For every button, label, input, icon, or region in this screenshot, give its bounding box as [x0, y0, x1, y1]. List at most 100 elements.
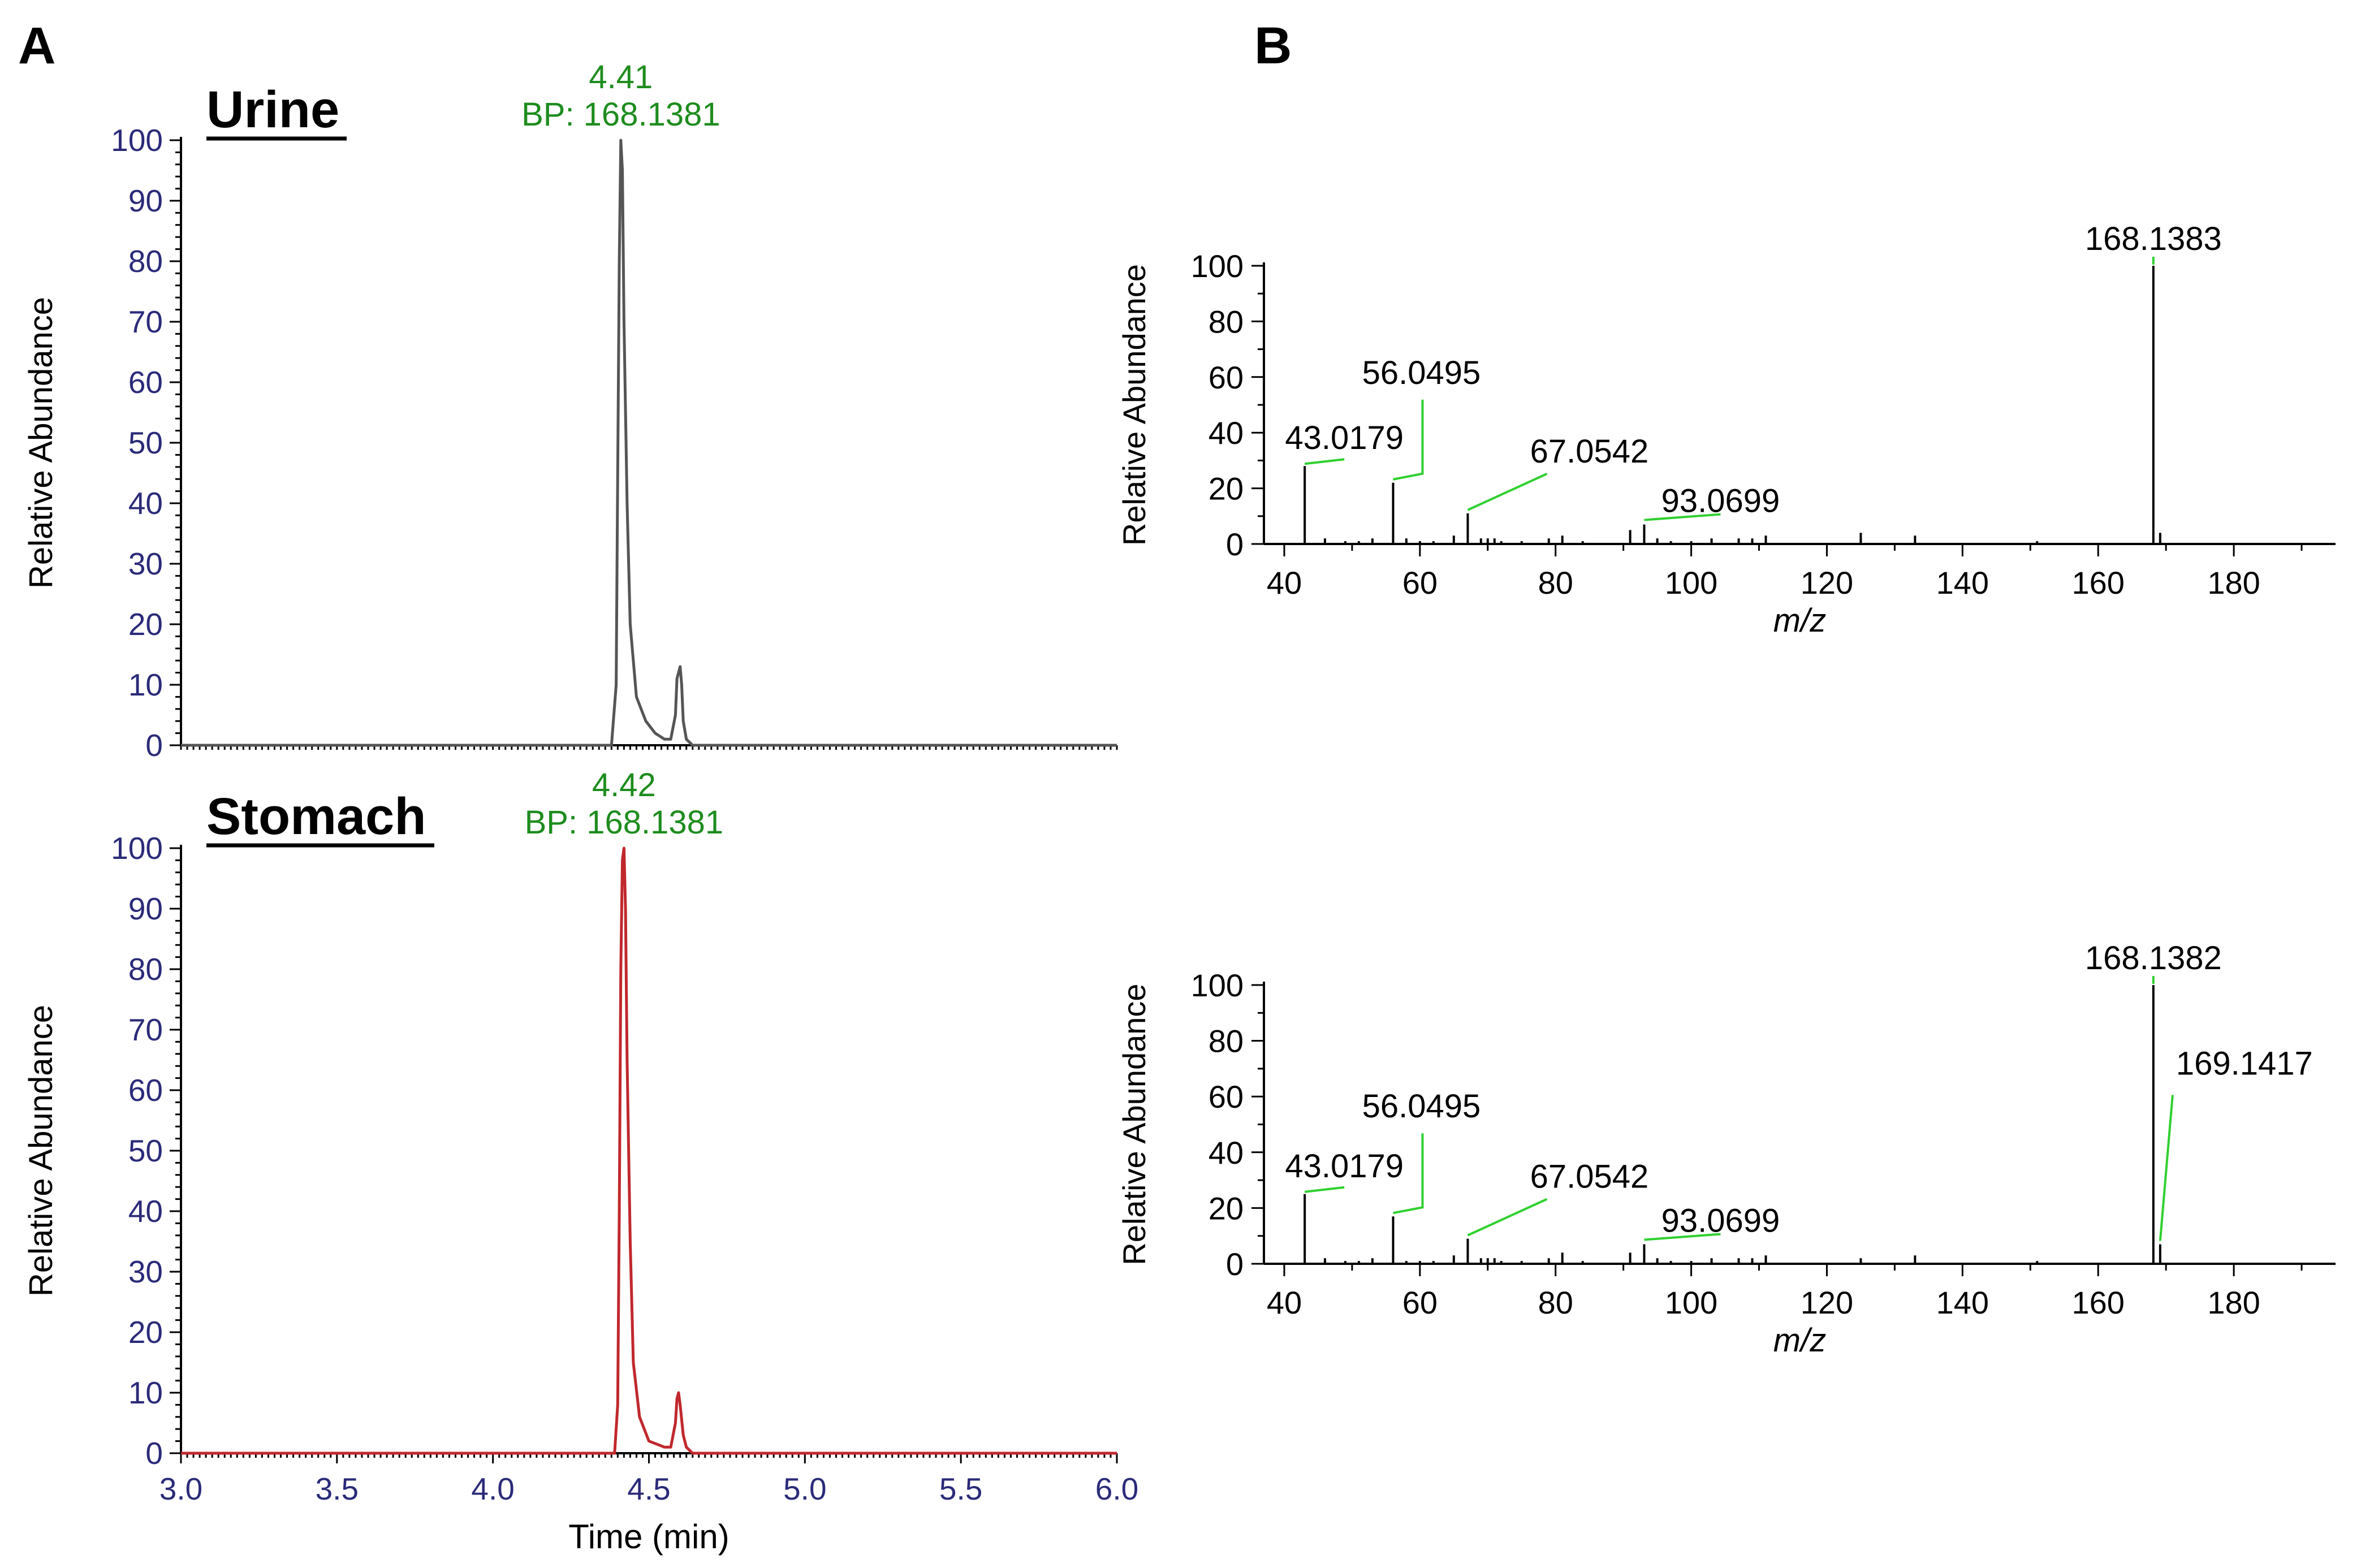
peak-label: 43.0179: [1285, 420, 1404, 456]
y-tick-label: 30: [128, 1254, 163, 1289]
y-tick-label: 40: [128, 486, 163, 521]
peak-retention-time: 4.41: [589, 59, 653, 96]
y-tick-label: 100: [111, 123, 163, 158]
y-tick-label: 100: [1191, 967, 1244, 1003]
peak-label-leader: [1393, 1133, 1424, 1215]
peak-label: 56.0495: [1362, 1088, 1481, 1125]
y-tick-label: 70: [128, 1012, 163, 1047]
y-tick-label: 90: [128, 183, 163, 218]
chrom-stomach: Stomach 0 10 20 30 40 50 60 70 80 90 100 Relative Ab…: [23, 767, 1138, 1556]
x-tick-label: 3.5: [316, 1471, 359, 1506]
chrom-urine: Urine 0 10 20 30 40 50 60 70 80 90 100 Relative Abun…: [23, 59, 1118, 763]
ms-urine: 0 20 40 60 80 100 Relative Abundance 40 60 80 100 1…: [1116, 221, 2336, 639]
x-axis-label: m/z: [1773, 1322, 1826, 1359]
sample-title: Stomach: [206, 788, 426, 845]
x-tick-label: 80: [1538, 565, 1573, 601]
y-axis-label: Relative Abundance: [1116, 264, 1152, 546]
x-tick-label: 40: [1267, 1285, 1302, 1320]
y-axis-label: Relative Abundance: [23, 297, 59, 589]
y-tick-label: 100: [111, 831, 163, 866]
peak-label-leader: [1644, 513, 1721, 521]
peak-label: 169.1417: [2176, 1045, 2313, 1082]
y-tick-label: 50: [128, 425, 163, 460]
y-tick-label: 0: [1226, 1246, 1244, 1282]
x-tick-label: 4.5: [627, 1471, 670, 1506]
peak-label: 56.0495: [1362, 355, 1481, 391]
y-tick-label: 40: [1208, 415, 1244, 451]
x-tick-label: 4.0: [471, 1471, 514, 1506]
y-tick-label: 70: [128, 304, 163, 339]
peak-label: 168.1382: [2085, 940, 2222, 977]
x-tick-label: 100: [1665, 565, 1717, 601]
x-tick-label: 100: [1665, 1285, 1717, 1320]
x-tick-label: 140: [1936, 565, 1989, 601]
y-tick-label: 10: [128, 667, 163, 702]
y-tick-label: 30: [128, 546, 163, 581]
y-tick-label: 20: [1208, 471, 1244, 507]
peak-label: 93.0699: [1661, 483, 1780, 520]
x-tick-label: 5.0: [783, 1471, 826, 1506]
x-tick-label: 180: [2207, 1285, 2260, 1320]
peak-label-leader: [1304, 1186, 1345, 1193]
x-tick-label: 6.0: [1095, 1471, 1138, 1506]
y-axis-label: Relative Abundance: [1116, 983, 1152, 1265]
y-tick-label: 60: [1208, 360, 1244, 395]
y-tick-label: 60: [128, 1073, 163, 1108]
x-tick-label: 5.5: [939, 1471, 982, 1506]
y-tick-label: 80: [128, 244, 163, 279]
x-tick-label: 3.0: [159, 1471, 202, 1506]
chromatogram-trace: [181, 846, 1117, 1455]
x-tick-label: 120: [1801, 1285, 1853, 1320]
peak-label-leader: [1644, 1233, 1721, 1241]
y-tick-label: 80: [1208, 304, 1244, 339]
sample-title: Urine: [206, 81, 339, 139]
x-axis-label: Time (min): [568, 1518, 729, 1556]
peak-label: 67.0542: [1530, 1159, 1649, 1195]
x-tick-label: 80: [1538, 1285, 1573, 1320]
panel-b-label: B: [1254, 17, 1292, 75]
panel-a-label: A: [18, 17, 55, 75]
y-tick-label: 20: [1208, 1190, 1244, 1226]
y-tick-label: 60: [128, 365, 163, 400]
y-tick-label: 60: [1208, 1079, 1244, 1115]
y-tick-label: 80: [128, 952, 163, 987]
y-tick-label: 10: [128, 1375, 163, 1410]
peak-label: 93.0699: [1661, 1202, 1780, 1239]
peak-label: 168.1383: [2085, 221, 2222, 257]
x-axis-label: m/z: [1773, 602, 1826, 639]
peak-label-leader: [1467, 1198, 1548, 1237]
x-tick-label: 180: [2207, 565, 2260, 601]
y-axis-label: Relative Abundance: [23, 1005, 59, 1297]
peak-label: 43.0179: [1285, 1148, 1404, 1185]
y-tick-label: 0: [1226, 526, 1244, 562]
x-tick-label: 60: [1402, 1285, 1438, 1320]
y-tick-label: 80: [1208, 1023, 1244, 1059]
x-tick-label: 40: [1267, 565, 1302, 601]
peak-retention-time: 4.42: [592, 767, 656, 804]
peak-label-leader: [2159, 1095, 2174, 1241]
x-tick-label: 140: [1936, 1285, 1989, 1320]
x-tick-label: 60: [1402, 565, 1438, 601]
chromatogram-trace: [181, 139, 1117, 747]
y-tick-label: 90: [128, 891, 163, 926]
y-tick-label: 20: [128, 1315, 163, 1350]
y-tick-label: 0: [145, 1436, 163, 1471]
y-tick-label: 40: [128, 1194, 163, 1229]
peak-label-leader: [1393, 399, 1424, 481]
y-tick-label: 20: [128, 607, 163, 642]
peak-label-leader: [1467, 473, 1548, 511]
ms-stomach: 0 20 40 60 80 100 Relative Abundance 40 60 80 100 1…: [1116, 940, 2336, 1359]
x-tick-label: 160: [2072, 1285, 2125, 1320]
x-tick-label: 120: [1801, 565, 1853, 601]
y-tick-label: 0: [145, 728, 163, 763]
peak-label-leader: [1304, 458, 1345, 465]
x-tick-label: 160: [2072, 565, 2125, 601]
peak-base-peak: BP: 168.1381: [521, 96, 720, 133]
y-tick-label: 40: [1208, 1135, 1244, 1170]
peak-base-peak: BP: 168.1381: [525, 804, 724, 841]
y-tick-label: 100: [1191, 248, 1244, 284]
peak-label: 67.0542: [1530, 433, 1649, 470]
y-tick-label: 50: [128, 1133, 163, 1168]
